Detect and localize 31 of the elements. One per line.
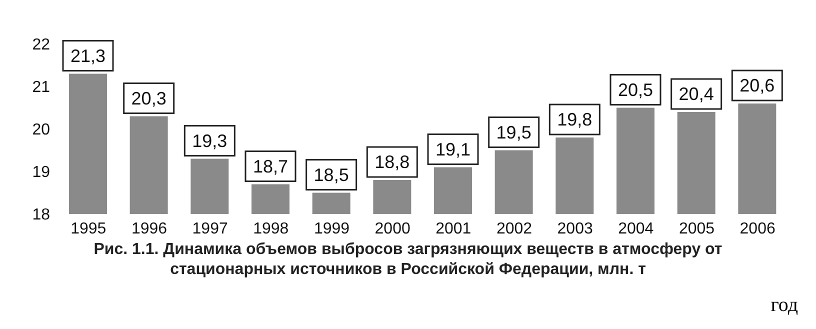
x-tick-label: 1999: [314, 220, 350, 238]
x-tick-label: 1997: [192, 220, 228, 238]
x-tick-label: 2005: [678, 220, 715, 238]
data-label: 19,3: [192, 130, 228, 151]
x-tick-label: 2004: [618, 220, 654, 238]
y-tick-label: 22: [32, 36, 50, 54]
x-tick-label: 2003: [557, 220, 593, 238]
x-tick-label: 1998: [253, 220, 289, 238]
y-tick-label: 20: [32, 122, 50, 139]
data-label: 19,8: [557, 110, 592, 130]
data-label: 18,7: [252, 156, 288, 176]
data-label: 20,4: [678, 84, 714, 104]
data-label: 20,5: [618, 80, 654, 100]
data-label: 18,8: [374, 152, 410, 172]
y-tick-label: 19: [32, 164, 50, 182]
x-tick-label: 2002: [496, 220, 532, 238]
data-label: 20,3: [131, 88, 166, 108]
y-tick-label: 21: [32, 79, 50, 96]
x-tick-label: 1995: [70, 220, 106, 238]
x-tick-label: 2001: [436, 220, 472, 238]
y-tick-label: 18: [32, 206, 50, 224]
text: Рис. 1.1. Динамика объемов выбросов загрязняющих веществ в атмосферу от стационарных источников в Российской Федерации, млн. т: [93, 240, 723, 280]
x-axis-title: год: [770, 294, 798, 317]
data-label: 19,1: [435, 139, 471, 160]
x-tick-label: 2006: [740, 220, 776, 238]
data-label: 19,5: [496, 122, 532, 142]
data-label: 20,6: [740, 76, 775, 96]
x-tick-label: 1996: [131, 220, 168, 238]
data-label: 21,3: [70, 46, 106, 66]
data-label: 18,5: [314, 164, 349, 185]
x-tick-label: 2000: [374, 220, 410, 238]
